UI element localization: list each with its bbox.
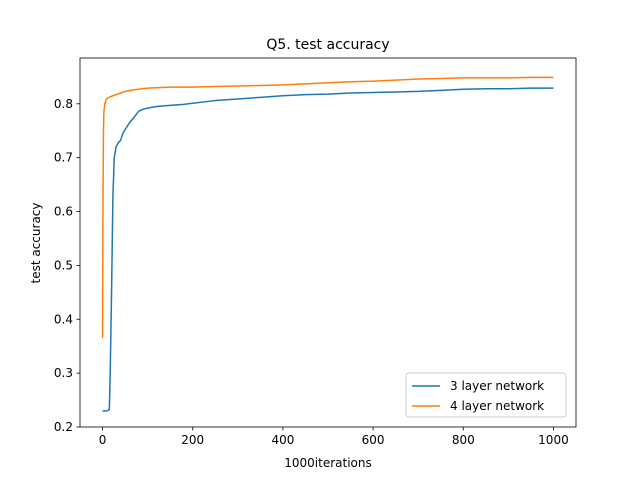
legend-label-1: 3 layer network (450, 379, 544, 393)
legend-label-2: 4 layer network (450, 399, 544, 413)
x-tick-label: 1000 (538, 433, 569, 447)
legend-box (405, 372, 567, 418)
series-line-2 (101, 76, 554, 339)
legend: 3 layer network 4 layer network (405, 372, 567, 418)
y-tick-label: 0.6 (54, 205, 73, 219)
plot-area: 0 200 400 600 800 1000 0.2 0.3 0.4 0.5 0.6 0.7 0.8 (54, 57, 577, 447)
y-tick-label: 0.7 (54, 151, 73, 165)
x-tick-label: 400 (271, 433, 294, 447)
y-tick-label: 0.3 (54, 366, 73, 380)
x-axis-label: 1000iterations (284, 456, 372, 470)
x-tick-label: 600 (362, 433, 385, 447)
y-tick-label: 0.2 (54, 420, 73, 434)
axes-frame (79, 57, 577, 428)
y-tick-label: 0.8 (54, 97, 73, 111)
chart-title: Q5. test accuracy (266, 37, 389, 53)
x-tick-label: 0 (99, 433, 107, 447)
series-line-1 (102, 87, 554, 412)
y-tick-label: 0.4 (54, 312, 73, 326)
y-axis-label: test accuracy (29, 203, 43, 284)
x-tick-label: 800 (452, 433, 475, 447)
x-tick-label: 200 (181, 433, 204, 447)
y-tick-label: 0.5 (54, 258, 73, 272)
